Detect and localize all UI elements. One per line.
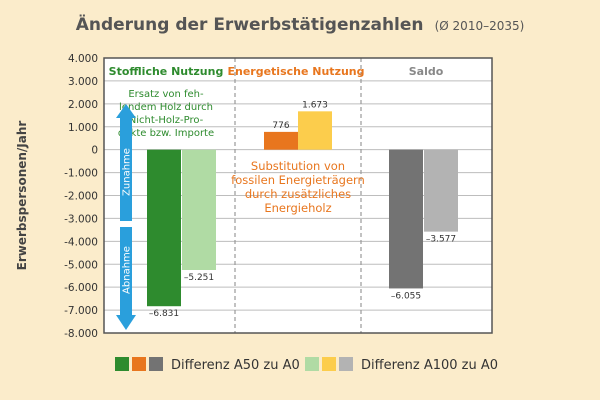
y-tick-label: 3.000 — [68, 76, 98, 88]
legend-swatch — [322, 357, 336, 371]
legend-swatch — [149, 357, 163, 371]
chart-title-line: Änderung der Erwerbstätigenzahlen (Ø 201… — [76, 13, 525, 35]
arrow-down-shaft — [120, 227, 132, 315]
annotation-line: Energieholz — [264, 201, 331, 215]
legend-swatch — [339, 357, 353, 371]
y-tick-label: -5.000 — [64, 259, 98, 271]
y-tick-label: -2.000 — [64, 191, 98, 203]
y-tick-label: -6.000 — [64, 282, 98, 294]
annotation-line: Substitution von — [251, 159, 345, 173]
annotation-line: Ersatz von feh- — [128, 89, 204, 100]
legend-label: Differenz A100 zu A0 — [361, 358, 498, 373]
arrow-down-head — [116, 315, 136, 330]
annotation-line: durch zusätzliches — [245, 187, 351, 201]
annotations: Ersatz von feh-lendem Holz durch Nicht-Ho… — [116, 89, 365, 330]
bar — [389, 149, 423, 289]
data-label: –3.577 — [426, 235, 456, 245]
legend-swatch — [115, 357, 129, 371]
data-label: 776 — [272, 121, 289, 131]
arrow-up-head — [116, 104, 136, 118]
y-tick-label: -4.000 — [64, 236, 98, 248]
y-tick-label: -1.000 — [64, 168, 98, 180]
y-tick-label: 4.000 — [68, 53, 98, 65]
y-tick-label: -7.000 — [64, 305, 98, 317]
bar — [264, 131, 298, 150]
y-tick-label: -3.000 — [64, 213, 98, 225]
bar — [424, 149, 458, 232]
plot-border — [103, 57, 493, 334]
annotation-line: lendem Holz durch — [119, 102, 213, 113]
y-axis-label: Erwerbspersonen/Jahr — [15, 121, 29, 271]
legend-swatch — [305, 357, 319, 371]
annotation-line: fossilen Energieträgern — [231, 173, 365, 187]
arrow-up-shaft — [120, 118, 132, 221]
y-tick-label: 2.000 — [68, 99, 98, 111]
legend-label: Differenz A50 zu A0 — [171, 358, 300, 373]
data-label: –6.831 — [149, 309, 179, 319]
group-label: Stoffliche Nutzung — [109, 65, 224, 78]
bar — [298, 111, 332, 150]
group-label: Saldo — [409, 65, 444, 78]
bar — [147, 149, 181, 307]
chart-subtitle: (Ø 2010–2035) — [435, 19, 525, 33]
annotation-line: dukte bzw. Importe — [118, 128, 214, 139]
y-tick-label: 0 — [91, 145, 98, 157]
chart-title: Änderung der Erwerbstätigenzahlen — [76, 13, 424, 35]
annotation-line: Nicht-Holz-Pro- — [129, 115, 204, 126]
arrow-down-label: Abnahme — [122, 246, 133, 294]
data-label: 1.673 — [302, 100, 328, 110]
legend: Differenz A50 zu A0 Differenz A100 zu A0 — [115, 357, 498, 373]
arrow-up-label: Zunahme — [122, 148, 133, 196]
bar — [182, 149, 216, 271]
legend-swatch — [132, 357, 146, 371]
bars: –6.831 776 –6.055 –5.251 1.673 –3.577 — [147, 100, 458, 319]
data-label: –5.251 — [184, 273, 214, 283]
y-tick-label: 1.000 — [68, 122, 98, 134]
y-tick-label: -8.000 — [64, 328, 98, 340]
data-label: –6.055 — [391, 291, 421, 301]
group-label: Energetische Nutzung — [227, 65, 364, 78]
